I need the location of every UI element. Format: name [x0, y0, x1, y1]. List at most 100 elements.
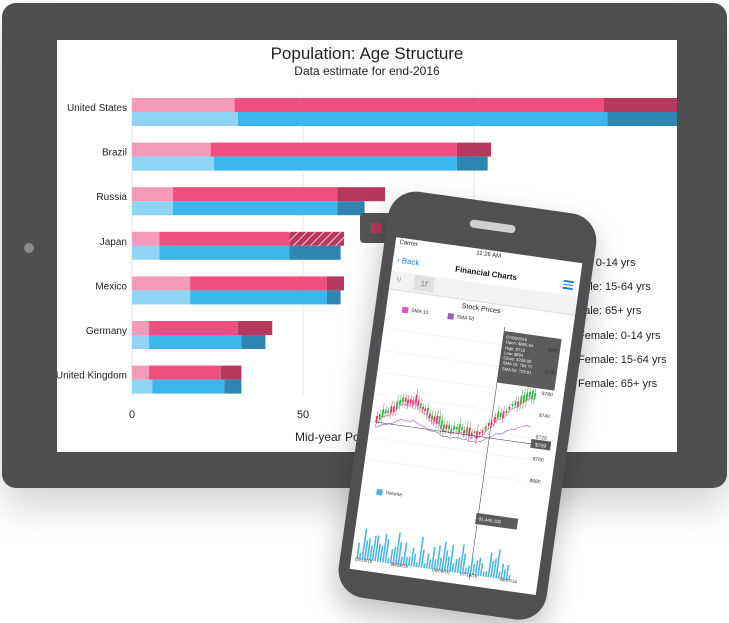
candle-body[interactable]: [453, 425, 456, 431]
bar-female[interactable]: [132, 365, 150, 380]
volume-bar[interactable]: [366, 538, 372, 561]
volume-bar[interactable]: [420, 549, 425, 568]
bar-female[interactable]: [149, 321, 239, 335]
candle-body[interactable]: [414, 394, 418, 404]
bar-male[interactable]: [149, 335, 242, 349]
volume-bar[interactable]: [469, 557, 474, 575]
volume-bar[interactable]: [446, 556, 451, 572]
bar-female[interactable]: [132, 231, 160, 246]
bar-male[interactable]: [132, 112, 239, 126]
candle-body[interactable]: [463, 429, 466, 434]
volume-bar[interactable]: [464, 567, 467, 575]
bar-male[interactable]: [241, 335, 266, 349]
candle-body[interactable]: [387, 410, 390, 414]
volume-bar[interactable]: [438, 557, 442, 571]
candle-body[interactable]: [465, 426, 469, 434]
candle-body[interactable]: [450, 428, 453, 433]
candle-body[interactable]: [406, 399, 410, 405]
candle-body[interactable]: [505, 410, 508, 414]
volume-bar[interactable]: [397, 542, 403, 565]
bar-male[interactable]: [132, 379, 153, 394]
bar-male[interactable]: [132, 290, 191, 305]
volume-bar[interactable]: [379, 545, 384, 563]
volume-bar[interactable]: [433, 559, 437, 570]
candle-body[interactable]: [511, 404, 514, 407]
bar-female[interactable]: [234, 98, 604, 112]
candle-body[interactable]: [473, 431, 476, 434]
bar-male[interactable]: [326, 290, 341, 305]
volume-bar[interactable]: [492, 558, 498, 579]
bar-male[interactable]: [214, 156, 457, 171]
volume-bar[interactable]: [474, 560, 479, 576]
bar-male[interactable]: [456, 156, 488, 171]
candle-body[interactable]: [424, 408, 427, 412]
candle-body[interactable]: [470, 432, 473, 436]
candle-body[interactable]: [440, 420, 444, 429]
bar-female[interactable]: [149, 365, 221, 380]
candle-body[interactable]: [460, 427, 464, 431]
candle-body[interactable]: [516, 401, 520, 408]
candle-body[interactable]: [478, 431, 481, 435]
volume-bar[interactable]: [412, 553, 417, 567]
volume-bar[interactable]: [394, 532, 401, 565]
bar-male[interactable]: [224, 379, 242, 394]
bar-male[interactable]: [190, 290, 327, 305]
candle-body[interactable]: [417, 400, 420, 406]
volume-bar[interactable]: [363, 540, 369, 560]
candle-body[interactable]: [528, 391, 532, 398]
candle-body[interactable]: [395, 401, 399, 410]
volume-bar[interactable]: [392, 546, 397, 564]
volume-bar[interactable]: [508, 575, 511, 581]
candle-body[interactable]: [530, 390, 534, 400]
volume-bar[interactable]: [448, 544, 455, 572]
bar-male[interactable]: [132, 335, 150, 349]
volume-bar[interactable]: [418, 536, 424, 568]
candle-body[interactable]: [435, 415, 439, 424]
volume-bar[interactable]: [503, 569, 507, 580]
candle-body[interactable]: [442, 424, 446, 432]
candle-body[interactable]: [419, 403, 422, 409]
volume-bar[interactable]: [428, 559, 432, 569]
volume-bar[interactable]: [459, 544, 465, 574]
volume-bar[interactable]: [487, 552, 493, 578]
chart-type-icon[interactable]: ⑂: [395, 274, 403, 286]
volume-bar[interactable]: [490, 560, 495, 578]
volume-bar[interactable]: [466, 565, 470, 575]
volume-bar[interactable]: [500, 563, 505, 580]
candle-body[interactable]: [475, 430, 479, 439]
candle-body[interactable]: [508, 406, 511, 410]
volume-bar[interactable]: [430, 546, 436, 570]
bar-female[interactable]: [220, 365, 242, 380]
volume-bar[interactable]: [376, 543, 381, 562]
volume-bar[interactable]: [358, 552, 362, 560]
candle-body[interactable]: [392, 406, 396, 412]
bar-female[interactable]: [603, 98, 677, 112]
volume-bar[interactable]: [454, 558, 458, 573]
stock-chart[interactable]: $709: [350, 310, 572, 594]
volume-bar[interactable]: [389, 549, 394, 564]
bar-female[interactable]: [132, 321, 150, 335]
volume-bar[interactable]: [371, 536, 377, 562]
hamburger-menu-icon[interactable]: [562, 279, 574, 290]
candle-body[interactable]: [496, 411, 500, 419]
candle-body[interactable]: [525, 392, 529, 402]
volume-bar[interactable]: [495, 549, 501, 579]
bar-male[interactable]: [159, 245, 290, 260]
candle-body[interactable]: [375, 415, 379, 422]
volume-bar[interactable]: [415, 562, 418, 568]
candle-body[interactable]: [481, 430, 484, 433]
candle-body[interactable]: [502, 411, 505, 418]
candle-body[interactable]: [433, 416, 436, 422]
candle-body[interactable]: [398, 399, 402, 406]
bar-female[interactable]: [173, 187, 338, 202]
bar-female[interactable]: [132, 276, 191, 291]
bar-male[interactable]: [152, 379, 225, 394]
volume-bar[interactable]: [443, 550, 449, 572]
volume-bar[interactable]: [356, 542, 361, 559]
bar-male[interactable]: [607, 112, 677, 126]
volume-bar[interactable]: [382, 533, 388, 563]
candle-body[interactable]: [514, 400, 517, 406]
volume-bar[interactable]: [436, 545, 442, 571]
volume-bar[interactable]: [402, 542, 408, 566]
candle-body[interactable]: [430, 414, 434, 421]
